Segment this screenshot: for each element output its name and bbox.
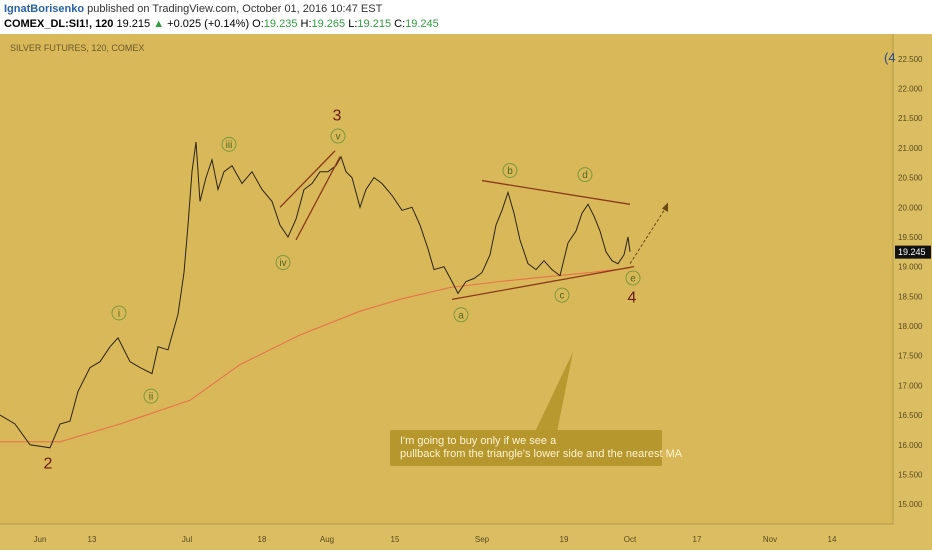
wave-label-circle: [143, 388, 159, 404]
wave-label-minor: v: [336, 132, 341, 143]
low-label: L:: [348, 18, 358, 30]
wave-label-major: 3: [333, 108, 342, 125]
close-label: C:: [394, 18, 406, 30]
author-link[interactable]: IgnatBorisenko: [4, 3, 85, 15]
time-tick-label: Aug: [320, 535, 334, 544]
price-chart[interactable]: SILVER FUTURES, 120, COMEX (4 15.000 15.5…: [0, 34, 932, 550]
wave-label-circle: [625, 270, 641, 286]
wave-label-circle: [453, 307, 469, 323]
price-tick-label: 18.000: [898, 322, 923, 331]
change-value: +0.025 (+0.14%): [167, 18, 250, 30]
last-price: 19.215: [116, 18, 151, 30]
price-tick-label: 18.500: [898, 292, 923, 301]
wave-label-circle: [577, 167, 593, 183]
low-value: 19.215: [357, 18, 392, 30]
price-tick-label: 22.500: [898, 55, 923, 64]
time-tick-label: 13: [88, 535, 97, 544]
close-value: 19.245: [405, 18, 439, 30]
price-tick-label: 19.000: [898, 263, 923, 272]
wave-label-minor: b: [507, 166, 513, 177]
wave-label-minor: a: [458, 310, 464, 321]
projection-arrow-head: [662, 202, 668, 213]
callout-line: I'm going to buy only if we see a: [400, 435, 557, 447]
chart-overflow-mark: (4: [884, 50, 896, 65]
high-label: H:: [300, 18, 312, 30]
projection-arrow-line: [629, 204, 669, 264]
wave-label-minor: d: [582, 170, 588, 181]
wave-label-circle: [221, 136, 237, 152]
time-tick-labels: Jun 13 Jul 18 Aug 15 Sep 19 Oct 17 Nov 14: [34, 535, 837, 544]
price-tick-label: 17.000: [898, 381, 923, 390]
price-tick-label: 15.000: [898, 500, 923, 509]
price-tick-label: 17.500: [898, 352, 923, 361]
wave-label-major: 2: [44, 456, 53, 473]
wedge-lower-line: [295, 156, 341, 241]
up-arrow-icon: ▲: [153, 18, 165, 30]
callout-pointer: [532, 352, 573, 452]
wave-label-minor: e: [630, 273, 636, 284]
chart-area[interactable]: SILVER FUTURES, 120, COMEX (4 15.000 15.5…: [0, 34, 932, 550]
callout-box: [390, 430, 662, 466]
wave-label-minor: i: [118, 308, 120, 319]
callout-text: I'm going to buy only if we see a pullbac…: [400, 435, 683, 460]
price-tick-label: 20.500: [898, 174, 923, 183]
high-value: 19.265: [311, 18, 346, 30]
price-line: [0, 141, 631, 449]
price-tick-label: 15.500: [898, 470, 923, 479]
published-text: published on TradingView.com, October 01…: [87, 3, 383, 15]
time-tick-label: 15: [391, 535, 400, 544]
price-tick-label: 16.000: [898, 441, 923, 450]
price-axis: [893, 34, 932, 524]
time-tick-label: 14: [828, 535, 837, 544]
chart-header: IgnatBorisenko published on TradingView.…: [0, 0, 932, 34]
wave-label-minor: ii: [149, 392, 153, 403]
last-price-label: 19.245: [898, 247, 926, 257]
wave-label-circle: [275, 255, 291, 271]
time-axis: [0, 524, 932, 550]
wave-label-minor: c: [560, 291, 565, 302]
wave-label-circle: [502, 162, 518, 178]
open-label: O:: [252, 18, 264, 30]
callout-line: pullback from the triangle's lower side …: [400, 448, 683, 460]
wave-label-circle: [111, 305, 127, 321]
symbol-label: COMEX_DL:SI1!, 120: [4, 18, 114, 30]
wave-label-minor: iii: [226, 140, 233, 151]
time-tick-label: 19: [560, 535, 569, 544]
time-tick-label: Jun: [34, 535, 47, 544]
price-tick-labels: 15.000 15.500 16.000 16.500 17.000 17.500 18.0…: [898, 55, 923, 509]
wave-label-circle: [554, 287, 570, 303]
chart-background: [0, 34, 932, 550]
price-tick-label: 21.500: [898, 114, 923, 123]
price-tick-label: 21.000: [898, 144, 923, 153]
time-tick-label: 17: [693, 535, 702, 544]
time-tick-label: Jul: [182, 535, 192, 544]
open-value: 19.235: [263, 18, 298, 30]
moving-average-line: [0, 267, 631, 443]
time-tick-label: Oct: [624, 535, 637, 544]
triangle-lower-line: [451, 266, 635, 300]
wedge-upper-line: [279, 150, 336, 208]
quote-line: COMEX_DL:SI1!, 120 19.215 ▲ +0.025 (+0.1…: [4, 18, 439, 30]
last-price-tag: 19.245: [895, 245, 931, 259]
time-tick-label: 18: [258, 535, 267, 544]
wave-label-minor: iv: [279, 258, 286, 269]
chart-title: SILVER FUTURES, 120, COMEX: [10, 43, 144, 53]
time-tick-label: Nov: [763, 535, 777, 544]
publish-line: IgnatBorisenko published on TradingView.…: [4, 3, 382, 15]
wave-label-circle: [330, 128, 346, 144]
time-tick-label: Sep: [475, 535, 490, 544]
trend-lines: [279, 150, 669, 300]
price-tick-label: 20.000: [898, 203, 923, 212]
price-tick-label: 19.500: [898, 233, 923, 242]
triangle-upper-line: [481, 179, 631, 205]
price-tick-label: 22.000: [898, 85, 923, 94]
price-tick-label: 16.500: [898, 411, 923, 420]
wave-label-major: 4: [628, 289, 637, 306]
